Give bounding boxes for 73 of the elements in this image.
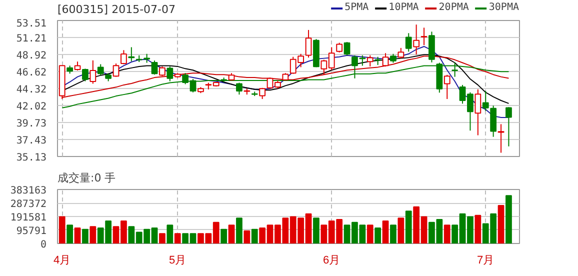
candlestick — [344, 42, 350, 56]
candlestick — [120, 50, 127, 65]
bar — [74, 227, 81, 244]
bar — [251, 228, 258, 244]
bar — [159, 233, 166, 244]
candlestick — [444, 74, 450, 100]
candlestick — [112, 62, 120, 78]
bar — [236, 218, 242, 244]
candlestick — [90, 60, 96, 84]
y-tick-label: 42.02 — [16, 102, 47, 113]
candlestick — [159, 66, 166, 77]
bar — [498, 204, 504, 244]
candlestick — [151, 60, 158, 76]
candlestick — [366, 54, 374, 67]
bar — [313, 218, 320, 244]
bar — [374, 227, 382, 244]
x-tick-label: 7月 — [477, 254, 494, 266]
bar — [506, 195, 512, 244]
bar — [405, 210, 412, 244]
y-tick-label: 287372 — [10, 199, 46, 210]
y-tick-label: 44.32 — [16, 84, 47, 96]
candlestick — [305, 29, 312, 58]
y-tick-label: 0 — [40, 240, 47, 250]
legend-label: 30PMA — [488, 2, 519, 13]
candlestick — [413, 24, 420, 56]
bar — [366, 224, 374, 244]
legend-label: 20PMA — [438, 2, 469, 13]
bar — [174, 233, 181, 244]
candlestick — [97, 64, 104, 76]
x-tick-label: 6月 — [323, 254, 340, 266]
candlestick — [482, 90, 489, 112]
bar — [228, 224, 235, 244]
y-tick-label: 191581 — [10, 212, 46, 224]
candlestick — [405, 32, 412, 52]
y-tick-label: 37.43 — [16, 135, 47, 146]
chart-title: [600315] 2015-07-07 — [58, 3, 176, 16]
bar — [82, 228, 88, 244]
candlestick — [474, 88, 482, 136]
y-tick-label: 51.21 — [16, 34, 47, 45]
candlestick — [490, 105, 497, 138]
bar — [66, 224, 74, 244]
candlestick — [498, 124, 504, 154]
candlestick — [398, 47, 404, 59]
y-tick-label: 35.13 — [16, 152, 47, 164]
x-tick-label: 5月 — [169, 254, 186, 266]
candlestick — [82, 68, 88, 82]
y-tick-label: 53.51 — [16, 18, 47, 30]
bar — [244, 230, 250, 244]
y-tick-label: 95791 — [16, 226, 47, 237]
bar — [90, 226, 96, 244]
candlestick — [336, 42, 343, 53]
bar — [166, 224, 174, 244]
bar — [382, 220, 389, 244]
candlestick — [428, 31, 435, 63]
legend-label: 10PMA — [388, 2, 419, 13]
y-tick-label: 39.73 — [16, 118, 47, 130]
bar — [444, 224, 450, 244]
chart-title: 成交量:0 手 — [58, 172, 116, 184]
bar — [474, 214, 482, 244]
y-tick-label: 48.92 — [16, 50, 47, 62]
bar — [58, 216, 66, 244]
bar — [398, 218, 404, 244]
legend-label: 5PMA — [344, 2, 369, 13]
y-tick-label: 46.62 — [16, 67, 47, 78]
candlestick — [236, 82, 242, 96]
candlestick — [420, 27, 428, 46]
candlestick — [506, 106, 512, 147]
x-tick-label: 4月 — [54, 254, 71, 266]
y-tick-label: 383163 — [10, 186, 46, 196]
bar — [220, 228, 228, 244]
bar — [390, 224, 396, 244]
candlestick — [128, 46, 135, 62]
candlestick — [382, 52, 389, 67]
